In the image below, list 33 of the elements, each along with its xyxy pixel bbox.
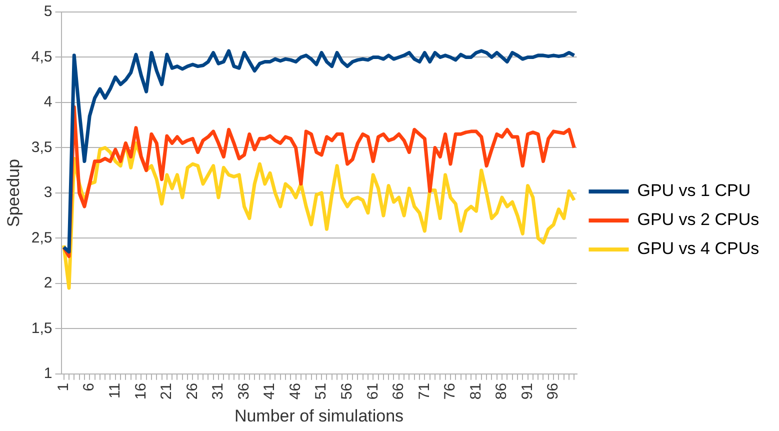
x-tick-label: 21 (158, 382, 176, 400)
y-axis-title: Speedup (4, 158, 23, 227)
x-tick-label: 41 (261, 382, 278, 400)
x-tick-label: 46 (286, 382, 304, 400)
y-tick-label: 4,5 (31, 48, 52, 66)
y-tick-label: 3,5 (31, 138, 52, 156)
y-tick-label: 2 (44, 274, 52, 292)
legend-label: GPU vs 2 CPUs (637, 210, 760, 230)
legend-label: GPU vs 1 CPU (637, 181, 751, 200)
x-tick-label: 1 (54, 382, 72, 392)
y-tick-label: 1,5 (31, 320, 52, 337)
x-tick-label: 31 (210, 382, 227, 400)
x-axis-title: Number of simulations (234, 406, 404, 426)
x-tick-label: 16 (132, 382, 150, 400)
y-tick-label: 4 (44, 94, 52, 111)
y-tick-label: 5 (44, 3, 52, 20)
x-tick-label: 61 (364, 382, 382, 400)
x-tick-label: 36 (235, 382, 252, 400)
x-tick-label: 96 (544, 382, 562, 400)
x-tick-label: 51 (312, 382, 330, 400)
x-tick-label: 71 (416, 382, 433, 400)
x-tick-label: 81 (467, 382, 484, 400)
x-tick-label: 11 (106, 382, 124, 398)
x-tick-label: 56 (338, 382, 356, 400)
x-tick-label: 76 (442, 382, 459, 400)
y-tick-label: 2,5 (31, 229, 52, 246)
x-tick-label: 66 (390, 382, 408, 400)
x-tick-label: 26 (184, 382, 201, 400)
x-tick-label: 86 (493, 382, 510, 400)
x-tick-label: 91 (518, 382, 536, 400)
legend-label: GPU vs 4 CPUs (637, 239, 760, 258)
y-tick-label: 3 (44, 184, 52, 202)
x-tick-label: 6 (80, 382, 98, 392)
